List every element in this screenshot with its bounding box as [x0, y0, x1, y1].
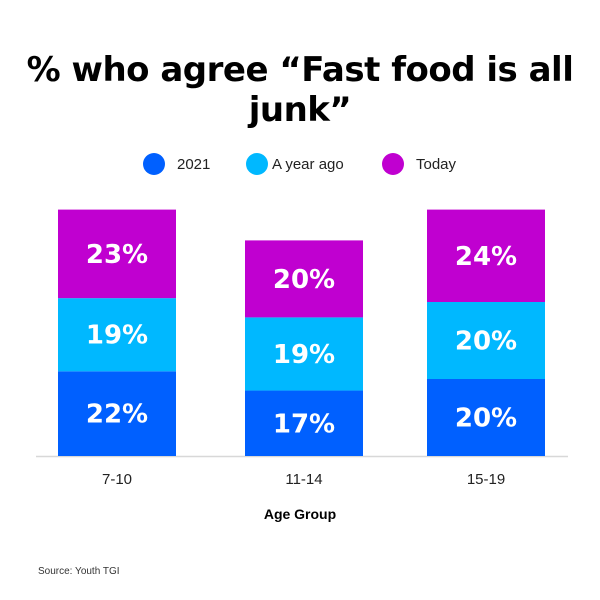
bar-segment — [427, 209, 545, 302]
data-label: 23% — [86, 240, 148, 270]
x-axis-label: Age Group — [263, 506, 337, 522]
data-label: 19% — [273, 340, 335, 370]
legend-swatch — [382, 153, 404, 175]
bar-segment — [245, 240, 363, 318]
bar-segment — [427, 379, 545, 456]
data-label: 20% — [455, 327, 517, 357]
legend-label: A year ago — [272, 155, 344, 173]
bar-segment — [58, 298, 176, 372]
bar-segment — [58, 209, 176, 299]
data-label: 19% — [86, 321, 148, 351]
legend-swatch — [246, 153, 268, 175]
x-tick-label: 7-10 — [102, 471, 132, 488]
x-tick-label: 11-14 — [285, 471, 322, 488]
legend-item-today: Today — [382, 153, 456, 175]
legend-item-a-year-ago: A year ago — [246, 153, 344, 175]
data-label: 22% — [86, 400, 148, 430]
data-label: 24% — [455, 242, 517, 272]
chart-title: % who agree “Fast food is all junk” — [26, 50, 574, 130]
bar-segment — [245, 390, 363, 456]
x-tick-label: 15-19 — [467, 471, 505, 488]
data-label: 17% — [273, 409, 335, 439]
legend-label: 2021 — [177, 155, 211, 173]
legend-label: Today — [416, 155, 457, 173]
bar-segment — [427, 302, 545, 379]
legend-item-2021: 2021 — [143, 153, 210, 175]
data-label: 20% — [455, 404, 517, 434]
bar-segment — [58, 371, 176, 456]
data-label: 20% — [273, 265, 335, 295]
legend-swatch — [143, 153, 165, 175]
bar-segment — [245, 317, 363, 391]
source-note: Source: Youth TGI — [38, 566, 120, 577]
